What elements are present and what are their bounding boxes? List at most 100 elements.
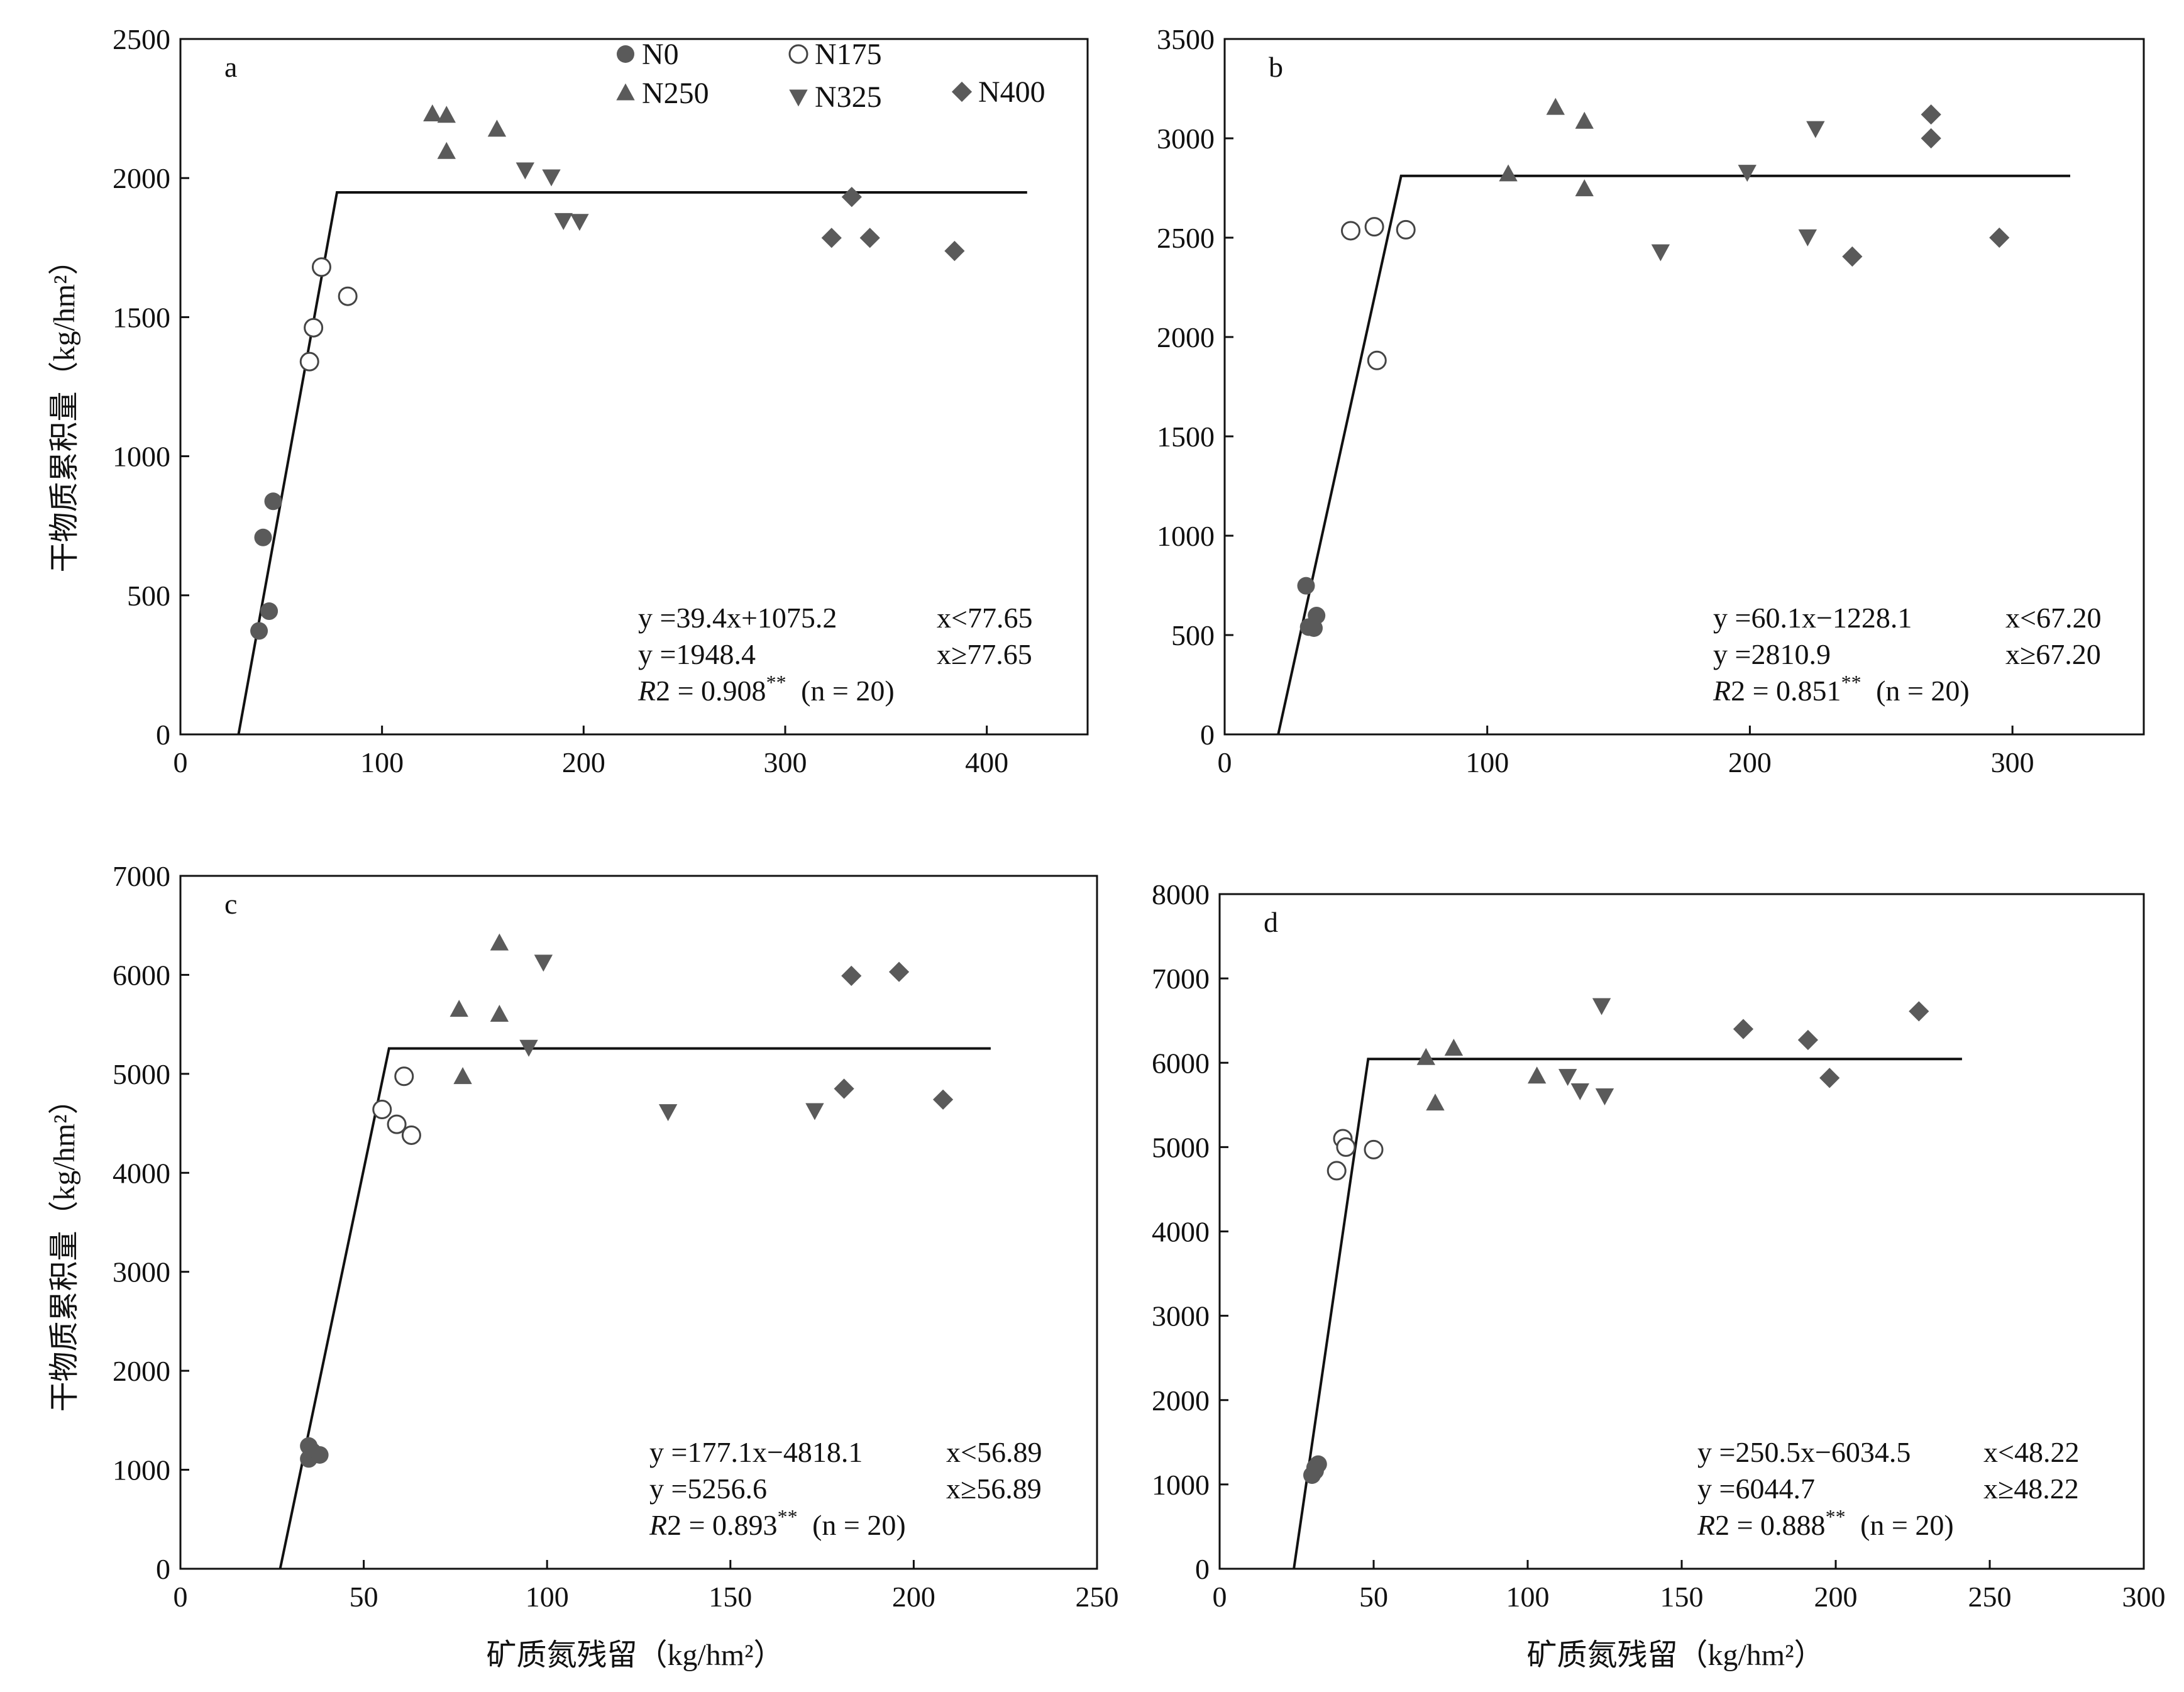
x-axis-label-left: 矿质氮残留（kg/hm²） (486, 1639, 783, 1672)
condition-2: x≥56.89 (946, 1473, 1042, 1505)
marker-n0 (264, 492, 282, 511)
equation-1: y =60.1x−1228.1 (1713, 602, 1912, 634)
condition-1: x<77.65 (937, 602, 1032, 634)
marker-n250 (490, 933, 509, 951)
panel-a: 0 100 200 300 400 0 500 1000 1500 2000 2500 a y =39.… (113, 23, 1089, 778)
r2-symbol: R (1712, 675, 1731, 707)
marker-n175 (311, 257, 331, 277)
marker-n400 (1989, 227, 2010, 248)
r2-symbol: R (1697, 1509, 1715, 1541)
y-tick-label: 3000 (113, 1256, 170, 1288)
marker-n175 (299, 351, 319, 372)
x-tick-label: 0 (1218, 746, 1232, 778)
y-tick-label: 2500 (1157, 222, 1215, 254)
x-axis-label-right: 矿质氮残留（kg/hm²） (1526, 1639, 1824, 1672)
marker-n325 (1738, 165, 1757, 182)
marker-n0 (1308, 607, 1326, 625)
marker-n400 (1909, 1001, 1929, 1022)
legend-marker-n400 (951, 81, 973, 102)
marker-n325 (516, 162, 535, 180)
x-tick-label: 300 (1991, 746, 2034, 778)
r2-significance: ** (778, 1505, 798, 1528)
r2-significance: ** (1826, 1505, 1846, 1528)
condition-2: x≥67.20 (2005, 638, 2101, 670)
x-tick-label: 100 (1506, 1581, 1550, 1613)
r2-symbol: R (637, 675, 656, 707)
x-tick-label: 400 (965, 746, 1008, 778)
marker-n325 (1798, 229, 1817, 246)
y-tick-label: 500 (1171, 619, 1215, 651)
y-tick-label: 1000 (1152, 1469, 1210, 1501)
fit-line (1293, 1058, 1962, 1569)
y-tick-label: 2000 (113, 162, 170, 194)
r-squared: R2 = 0.893** (n = 20) (649, 1505, 906, 1541)
marker-n0 (260, 602, 279, 621)
marker-n250 (490, 1005, 509, 1022)
marker-n0 (1306, 1459, 1324, 1477)
marker-n325 (1651, 244, 1670, 262)
marker-n250 (1426, 1093, 1445, 1111)
marker-n250 (1499, 164, 1518, 182)
marker-n400 (841, 965, 862, 987)
y-tick-label: 1000 (113, 1454, 170, 1486)
y-tick-label: 1000 (113, 441, 170, 473)
legend-marker-n0 (617, 45, 634, 63)
marker-n325 (534, 954, 553, 972)
panel-d: 0 50 100 150 200 250 3000100020003000400050006… (1152, 878, 2166, 1613)
marker-n325 (570, 214, 589, 231)
marker-n175 (1336, 1137, 1356, 1157)
marker-n325 (1558, 1069, 1577, 1087)
panel-letter: d (1264, 906, 1278, 938)
r2-significance: ** (766, 671, 786, 694)
marker-n325 (554, 213, 573, 230)
marker-n250 (449, 1000, 468, 1017)
marker-n400 (1819, 1068, 1840, 1088)
marker-n250 (1416, 1048, 1435, 1065)
condition-2: x≥48.22 (1983, 1473, 2079, 1505)
equation-1: y =250.5x−6034.5 (1697, 1436, 1911, 1468)
panel-c: 0 50 100 150 200 250 0 1000 2000 3000 4000 5000 6000… (113, 860, 1119, 1613)
marker-n400 (834, 1078, 854, 1099)
x-tick-label: 200 (892, 1581, 935, 1613)
y-tick-label: 3000 (1157, 123, 1215, 155)
marker-n250 (453, 1067, 472, 1085)
marker-n175 (394, 1066, 414, 1087)
marker-n400 (888, 961, 910, 982)
y-tick-label: 1000 (1157, 520, 1215, 552)
marker-n250 (1575, 111, 1594, 129)
marker-n0 (1297, 577, 1315, 595)
marker-n175 (1364, 1139, 1384, 1159)
x-tick-label: 0 (174, 746, 188, 778)
equation-1: y =177.1x−4818.1 (649, 1436, 863, 1468)
marker-n0 (254, 528, 272, 546)
marker-n400 (1921, 104, 1941, 125)
x-tick-label: 200 (562, 746, 605, 778)
x-tick-label: 300 (764, 746, 807, 778)
r-squared: R2 = 0.888** (n = 20) (1697, 1505, 1954, 1541)
marker-n175 (387, 1114, 407, 1134)
panel-letter: a (224, 51, 237, 83)
x-tick-label: 150 (709, 1581, 752, 1613)
marker-n175 (304, 318, 324, 338)
marker-n325 (805, 1103, 824, 1120)
y-axis-label-top: 干物质累积量（kg/hm²） (48, 245, 81, 572)
marker-n325 (1595, 1088, 1614, 1105)
x-tick-label: 250 (1076, 1581, 1119, 1613)
marker-n175 (1341, 221, 1361, 241)
marker-n325 (519, 1039, 538, 1057)
n-label: (n = 20) (805, 1509, 906, 1541)
y-tick-label: 7000 (1152, 963, 1210, 995)
marker-n325 (1806, 121, 1825, 138)
panel-letter: b (1269, 51, 1283, 83)
marker-n250 (437, 106, 456, 123)
y-tick-label: 2000 (1152, 1385, 1210, 1417)
equation-2: y =5256.6 (649, 1473, 767, 1505)
y-tick-label: 3000 (1152, 1300, 1210, 1332)
y-tick-label: 8000 (1152, 878, 1210, 910)
y-tick-label: 1500 (1157, 421, 1215, 453)
marker-n325 (1570, 1083, 1589, 1100)
y-tick-label: 3500 (1157, 23, 1215, 55)
marker-n325 (658, 1104, 678, 1122)
condition-1: x<48.22 (1983, 1436, 2079, 1468)
